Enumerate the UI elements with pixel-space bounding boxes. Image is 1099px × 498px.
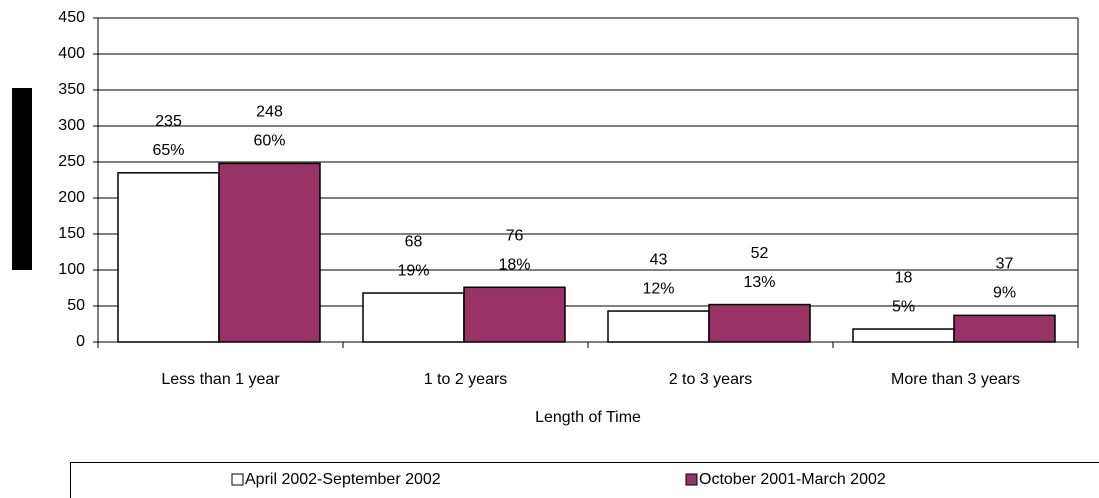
- percent-label: 9%: [993, 285, 1016, 302]
- x-tick-label: Less than 1 year: [161, 371, 280, 388]
- bar: [607, 310, 710, 343]
- percent-label: 60%: [253, 133, 285, 150]
- bar: [852, 328, 955, 343]
- percent-label: 13%: [743, 274, 775, 291]
- percent-label: 5%: [892, 298, 915, 315]
- legend-swatch: [231, 473, 244, 486]
- percent-label: 12%: [642, 280, 674, 297]
- value-label: 235: [155, 113, 182, 130]
- bar: [362, 292, 465, 343]
- bar: [117, 172, 220, 343]
- x-tick-label: 1 to 2 years: [424, 371, 508, 388]
- y-tick-label: 200: [58, 189, 85, 206]
- percent-label: 19%: [397, 262, 429, 279]
- y-tick-label: 450: [58, 9, 85, 26]
- bar: [218, 162, 321, 343]
- legend-label: April 2002-September 2002: [245, 471, 441, 488]
- legend-label: October 2001-March 2002: [699, 471, 886, 488]
- value-label: 37: [996, 256, 1014, 273]
- legend-frame: [70, 462, 1099, 498]
- y-tick-label: 100: [58, 261, 85, 278]
- value-label: 43: [650, 251, 668, 268]
- redacted-axis-label: [12, 88, 32, 270]
- y-tick-label: 150: [58, 225, 85, 242]
- x-axis-title: Length of Time: [535, 409, 641, 426]
- y-tick-label: 300: [58, 117, 85, 134]
- value-label: 248: [256, 104, 283, 121]
- percent-label: 18%: [498, 256, 530, 273]
- x-tick-label: 2 to 3 years: [669, 371, 753, 388]
- y-tick-label: 350: [58, 81, 85, 98]
- value-label: 18: [895, 269, 913, 286]
- bar: [708, 303, 811, 343]
- legend-swatch: [685, 473, 698, 486]
- y-tick-label: 250: [58, 153, 85, 170]
- bar: [463, 286, 566, 343]
- value-label: 52: [751, 245, 769, 262]
- y-tick-label: 50: [67, 297, 85, 314]
- x-tick-label: More than 3 years: [891, 371, 1020, 388]
- y-tick-label: 0: [76, 333, 85, 350]
- bar: [953, 314, 1056, 343]
- percent-label: 65%: [152, 142, 184, 159]
- value-label: 68: [405, 233, 423, 250]
- value-label: 76: [506, 227, 524, 244]
- y-tick-label: 400: [58, 45, 85, 62]
